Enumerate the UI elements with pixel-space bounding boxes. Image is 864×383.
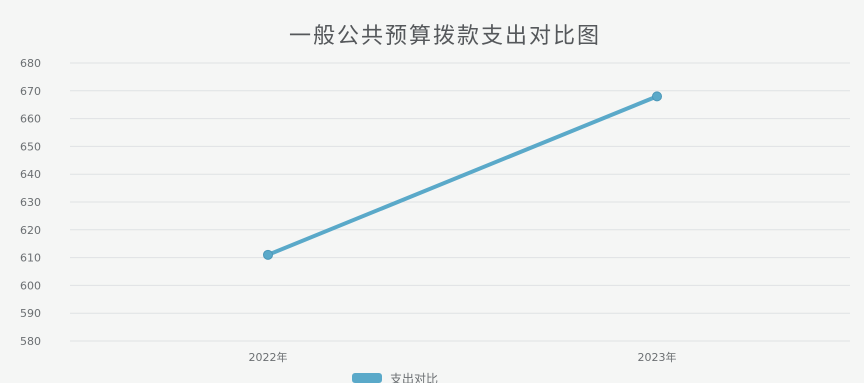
- chart-title: 一般公共预算拨款支出对比图: [289, 24, 601, 49]
- y-tick-label: 640: [20, 168, 41, 181]
- y-tick-label: 580: [20, 335, 41, 348]
- y-tick-label: 670: [20, 85, 41, 98]
- data-point: [652, 91, 662, 102]
- series-line: [266, 94, 659, 257]
- y-tick-label: 590: [20, 307, 41, 320]
- y-tick-label: 630: [20, 196, 41, 209]
- series: [263, 91, 662, 260]
- x-tick-label: 2022年: [249, 350, 288, 364]
- y-tick-label: 600: [20, 279, 41, 292]
- legend-label: 支出对比: [390, 372, 438, 383]
- data-point: [263, 249, 273, 260]
- legend-swatch: [352, 373, 382, 383]
- x-axis-ticks: 2022年 2023年: [249, 350, 677, 364]
- y-tick-label: 680: [20, 57, 41, 70]
- y-tick-label: 620: [20, 224, 41, 237]
- y-tick-label: 650: [20, 140, 41, 153]
- legend: 支出对比: [352, 372, 438, 383]
- x-tick-label: 2023年: [638, 350, 677, 364]
- y-tick-label: 660: [20, 113, 41, 126]
- y-axis-ticks: 580 590 600 610 620 630 640 650 660 670 680: [20, 57, 41, 348]
- grid: [70, 62, 850, 342]
- y-tick-label: 610: [20, 252, 41, 265]
